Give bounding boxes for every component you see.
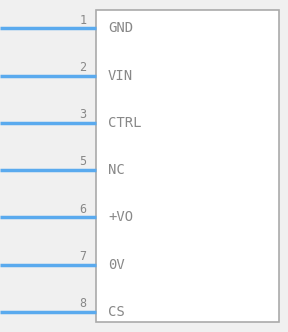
Text: 8: 8 [79, 297, 86, 310]
Text: +VO: +VO [108, 210, 133, 224]
Text: 2: 2 [79, 61, 86, 74]
Text: 1: 1 [79, 14, 86, 27]
Text: 5: 5 [79, 155, 86, 169]
Text: 7: 7 [79, 250, 86, 263]
Text: 3: 3 [79, 108, 86, 121]
Text: VIN: VIN [108, 68, 133, 83]
FancyBboxPatch shape [96, 10, 279, 322]
Text: NC: NC [108, 163, 125, 177]
Text: 6: 6 [79, 203, 86, 216]
Text: CS: CS [108, 305, 125, 319]
Text: 0V: 0V [108, 258, 125, 272]
Text: GND: GND [108, 21, 133, 35]
Text: CTRL: CTRL [108, 116, 141, 130]
